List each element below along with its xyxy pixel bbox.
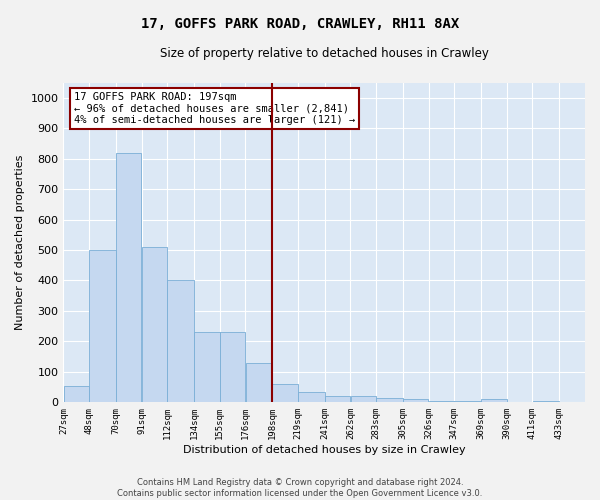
Bar <box>454 401 481 402</box>
Bar <box>64 386 89 402</box>
Title: Size of property relative to detached houses in Crawley: Size of property relative to detached ho… <box>160 48 488 60</box>
Bar <box>325 396 350 402</box>
Text: 17, GOFFS PARK ROAD, CRAWLEY, RH11 8AX: 17, GOFFS PARK ROAD, CRAWLEY, RH11 8AX <box>141 18 459 32</box>
Bar <box>167 280 194 402</box>
Bar <box>142 247 167 402</box>
Bar <box>403 400 428 402</box>
Bar <box>533 401 559 402</box>
Bar <box>220 332 245 402</box>
X-axis label: Distribution of detached houses by size in Crawley: Distribution of detached houses by size … <box>183 445 466 455</box>
Bar <box>194 332 220 402</box>
Y-axis label: Number of detached properties: Number of detached properties <box>15 154 25 330</box>
Text: 17 GOFFS PARK ROAD: 197sqm
← 96% of detached houses are smaller (2,841)
4% of se: 17 GOFFS PARK ROAD: 197sqm ← 96% of deta… <box>74 92 355 126</box>
Bar <box>350 396 376 402</box>
Bar <box>116 152 142 402</box>
Bar <box>376 398 403 402</box>
Bar <box>298 392 325 402</box>
Bar <box>89 250 116 402</box>
Text: Contains HM Land Registry data © Crown copyright and database right 2024.
Contai: Contains HM Land Registry data © Crown c… <box>118 478 482 498</box>
Bar <box>429 401 454 402</box>
Bar <box>481 400 506 402</box>
Bar <box>245 362 272 403</box>
Bar <box>272 384 298 402</box>
